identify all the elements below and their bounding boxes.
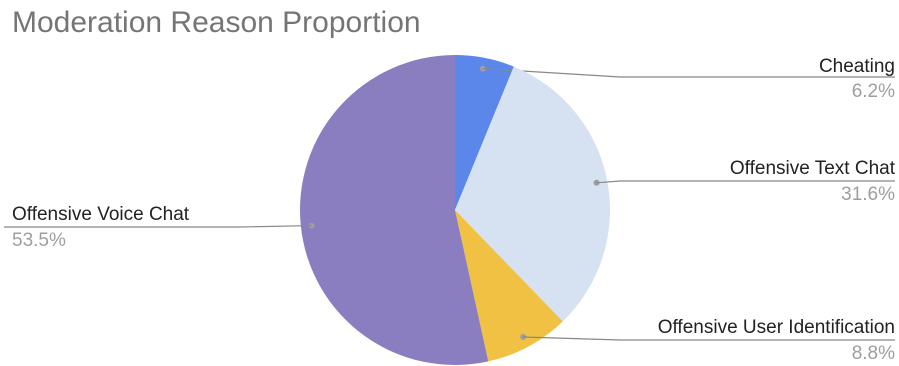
leader-line xyxy=(482,67,895,78)
pie-slice-offensive-voice-chat xyxy=(299,55,489,366)
pie-slice-cheating xyxy=(455,55,514,210)
slice-label: Cheating xyxy=(819,56,895,77)
slice-percent: 53.5% xyxy=(12,230,66,251)
leader-line xyxy=(4,224,312,228)
slice-label: Offensive Text Chat xyxy=(730,158,896,179)
leader-line xyxy=(596,180,895,184)
slice-label: Offensive User Identification xyxy=(658,317,895,338)
slice-percent: 8.8% xyxy=(852,343,895,364)
pie-slice-offensive-text-chat xyxy=(455,66,610,322)
slice-percent: 6.2% xyxy=(852,81,895,102)
slice-percent: 31.6% xyxy=(841,184,895,205)
pie-slice-offensive-user-identification xyxy=(455,210,563,362)
slice-label: Offensive Voice Chat xyxy=(12,204,190,225)
chart-title: Moderation Reason Proportion xyxy=(12,6,421,39)
leader-line xyxy=(523,336,895,341)
